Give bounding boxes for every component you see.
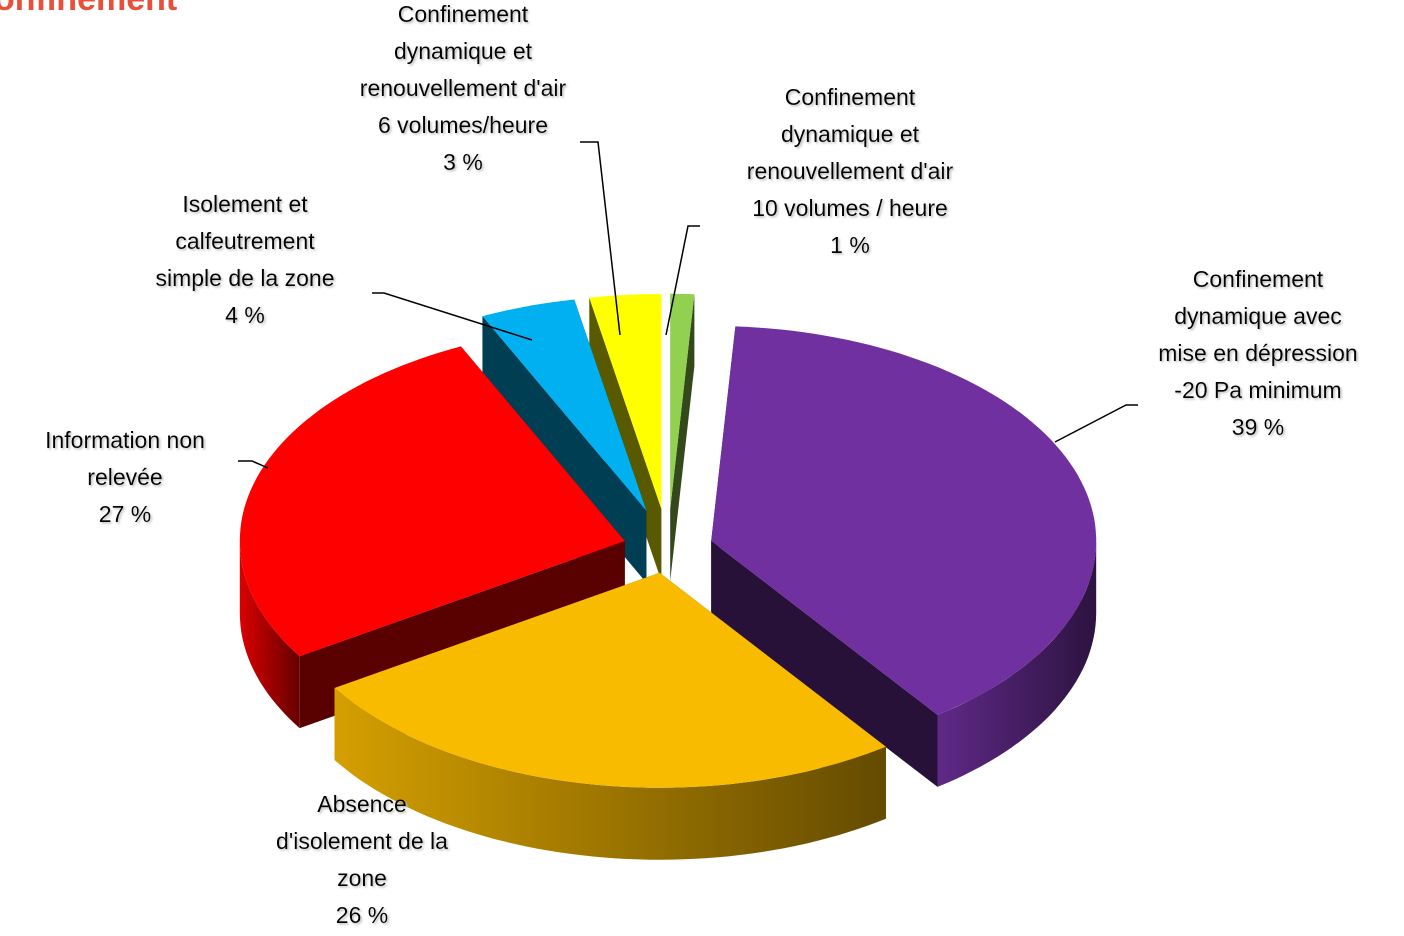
leader-line — [1054, 404, 1138, 443]
slice-label: zone — [337, 865, 387, 891]
slice-label: dynamique et — [781, 121, 920, 147]
value-label: 39 % — [1232, 414, 1284, 440]
value-label: 3 % — [443, 149, 483, 175]
slice — [482, 299, 647, 583]
slice-label: Information non — [45, 427, 205, 453]
pie — [238, 141, 1138, 860]
chart-title: onfinement — [0, 0, 177, 18]
leader-line — [580, 141, 621, 336]
value-label: 27 % — [99, 501, 151, 527]
slice-label: Confinement — [785, 84, 916, 110]
slice — [711, 326, 1097, 787]
slice-label: calfeutrement — [175, 228, 315, 254]
slice-label: Confinement — [398, 1, 529, 27]
slice-wall — [239, 541, 300, 729]
slice — [334, 572, 886, 860]
leader-line — [372, 292, 533, 341]
value-label: 26 % — [336, 902, 388, 928]
slice-label: simple de la zone — [156, 265, 335, 291]
slice-label: dynamique avec — [1174, 303, 1342, 329]
slice-side — [482, 316, 647, 583]
slice-label: mise en dépression — [1158, 340, 1357, 366]
slice-side — [711, 540, 938, 787]
slice-label: dynamique et — [394, 38, 533, 64]
slice-label: -20 Pa minimum — [1174, 377, 1341, 403]
slice-label: d'isolement de la — [276, 828, 448, 854]
slice-label: relevée — [87, 464, 162, 490]
labels: Confinement dynamique et renouvellement d'… — [45, 1, 1358, 928]
slice-label: 10 volumes / heure — [752, 195, 948, 221]
slice-side — [670, 294, 695, 581]
slice — [670, 293, 695, 581]
slice-label: Isolement et — [182, 191, 308, 217]
slice-label: 6 volumes/heure — [378, 112, 548, 138]
slice-label: renouvellement d'air — [747, 158, 954, 184]
slice-top — [239, 346, 625, 657]
slice-label: Absence — [317, 791, 407, 817]
leader-line — [665, 225, 700, 336]
slice-wall — [937, 541, 1097, 787]
slice-wall — [334, 688, 886, 860]
slice-top — [589, 294, 662, 509]
slice-top — [334, 572, 886, 788]
slice-label: renouvellement d'air — [360, 75, 567, 101]
leader-line — [238, 460, 269, 469]
slice-top — [711, 326, 1097, 715]
slice-label: Confinement — [1193, 266, 1324, 292]
value-label: 4 % — [225, 302, 265, 328]
slice-top — [482, 299, 647, 511]
slice-top — [670, 293, 695, 509]
value-label: 1 % — [830, 232, 870, 258]
